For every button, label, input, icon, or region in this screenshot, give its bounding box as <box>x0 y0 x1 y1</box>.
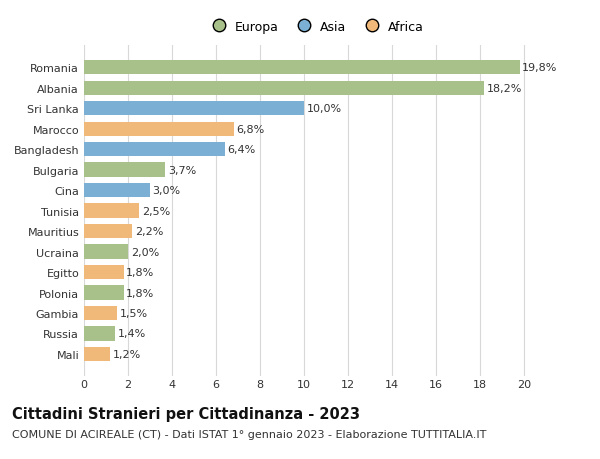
Text: 18,2%: 18,2% <box>487 84 523 94</box>
Text: 2,5%: 2,5% <box>142 206 170 216</box>
Bar <box>84 286 124 300</box>
Text: 6,8%: 6,8% <box>236 124 265 134</box>
Bar <box>84 163 166 178</box>
Bar <box>84 306 117 320</box>
Bar <box>84 204 139 218</box>
Bar <box>84 122 233 136</box>
Bar <box>84 102 304 116</box>
Text: 2,0%: 2,0% <box>131 247 159 257</box>
Text: 1,4%: 1,4% <box>118 329 146 339</box>
Bar <box>84 184 150 198</box>
Bar <box>84 245 128 259</box>
Text: 6,4%: 6,4% <box>227 145 256 155</box>
Text: 3,0%: 3,0% <box>152 186 181 196</box>
Bar <box>84 81 484 95</box>
Bar <box>84 265 124 280</box>
Text: 3,7%: 3,7% <box>168 165 196 175</box>
Text: 1,2%: 1,2% <box>113 349 141 359</box>
Text: 19,8%: 19,8% <box>522 63 557 73</box>
Text: 2,2%: 2,2% <box>135 227 163 236</box>
Text: Cittadini Stranieri per Cittadinanza - 2023: Cittadini Stranieri per Cittadinanza - 2… <box>12 406 360 421</box>
Text: 1,8%: 1,8% <box>126 288 154 298</box>
Text: 1,5%: 1,5% <box>119 308 148 319</box>
Bar <box>84 224 133 239</box>
Legend: Europa, Asia, Africa: Europa, Asia, Africa <box>202 16 428 39</box>
Text: 10,0%: 10,0% <box>307 104 342 114</box>
Bar <box>84 61 520 75</box>
Bar <box>84 143 225 157</box>
Text: COMUNE DI ACIREALE (CT) - Dati ISTAT 1° gennaio 2023 - Elaborazione TUTTITALIA.I: COMUNE DI ACIREALE (CT) - Dati ISTAT 1° … <box>12 429 487 439</box>
Text: 1,8%: 1,8% <box>126 268 154 277</box>
Bar <box>84 327 115 341</box>
Bar <box>84 347 110 361</box>
